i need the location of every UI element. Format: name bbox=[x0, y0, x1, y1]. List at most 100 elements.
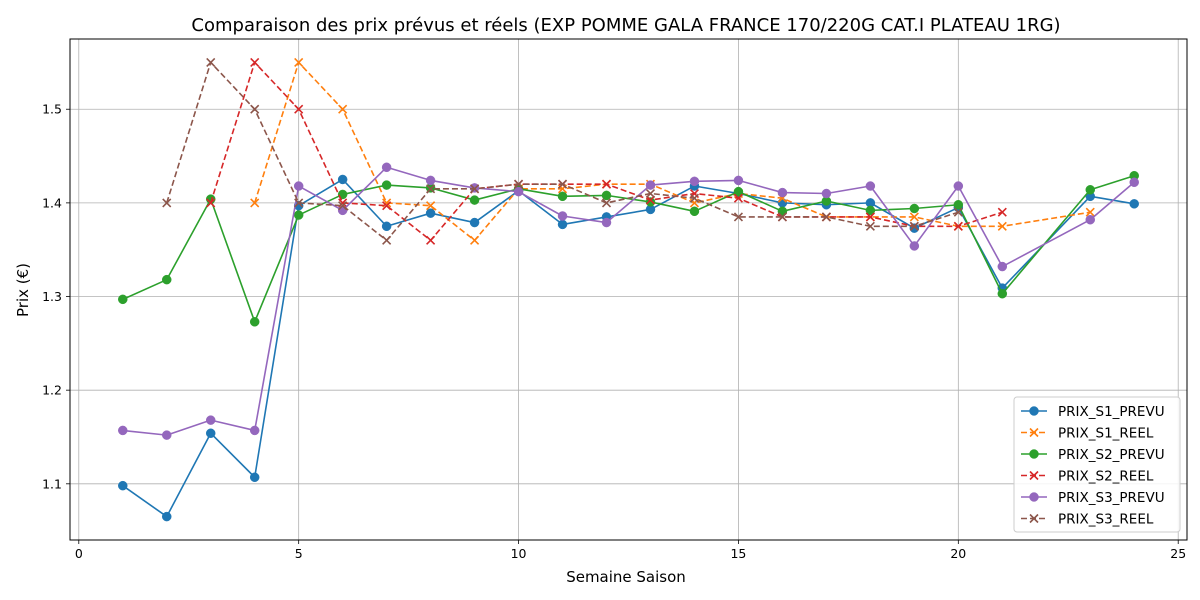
legend-label: PRIX_S3_PREVU bbox=[1058, 490, 1165, 506]
data-point bbox=[601, 217, 612, 228]
data-point bbox=[293, 181, 304, 191]
data-point bbox=[1085, 214, 1096, 225]
series-line bbox=[253, 61, 1091, 242]
data-point bbox=[557, 211, 568, 221]
data-point bbox=[733, 186, 744, 197]
data-point bbox=[338, 104, 348, 114]
data-point bbox=[865, 181, 876, 191]
data-point bbox=[689, 206, 700, 217]
legend-label: PRIX_S2_REEL bbox=[1058, 469, 1154, 485]
data-point bbox=[425, 175, 436, 186]
x-tick-label: 0 bbox=[75, 546, 83, 561]
data-point bbox=[1085, 185, 1096, 195]
data-point bbox=[645, 195, 656, 205]
x-tick-label: 15 bbox=[730, 546, 746, 561]
legend-marker bbox=[1029, 449, 1039, 459]
y-tick-label: 1.1 bbox=[42, 476, 62, 491]
data-point bbox=[118, 480, 128, 491]
data-point bbox=[381, 180, 392, 190]
data-point bbox=[733, 175, 744, 186]
data-point bbox=[250, 104, 260, 114]
legend-marker bbox=[1029, 470, 1039, 481]
data-point bbox=[426, 235, 436, 245]
data-point bbox=[953, 181, 964, 191]
data-point bbox=[777, 212, 787, 222]
data-point bbox=[469, 217, 480, 228]
data-point bbox=[909, 241, 920, 251]
data-point bbox=[294, 104, 304, 114]
data-point bbox=[338, 201, 348, 211]
legend-label: PRIX_S2_PREVU bbox=[1058, 447, 1165, 463]
data-point bbox=[997, 288, 1008, 299]
x-axis-label: Semaine Saison bbox=[566, 568, 686, 586]
data-point bbox=[205, 428, 216, 438]
data-point bbox=[294, 198, 304, 208]
data-point bbox=[601, 190, 612, 201]
data-point bbox=[821, 212, 831, 222]
data-point bbox=[777, 198, 788, 208]
data-point bbox=[909, 212, 919, 222]
data-point bbox=[162, 198, 172, 208]
data-point bbox=[909, 203, 920, 214]
data-point bbox=[733, 212, 744, 222]
data-point bbox=[118, 294, 128, 305]
data-point bbox=[205, 415, 216, 425]
data-point bbox=[470, 184, 480, 194]
legend-marker bbox=[1029, 492, 1039, 502]
series-PRIX_S3_PREVU bbox=[118, 162, 1139, 440]
y-tick-label: 1.3 bbox=[42, 289, 62, 304]
data-point bbox=[601, 179, 612, 189]
series-PRIX_S2_PREVU bbox=[118, 170, 1139, 327]
series-PRIX_S3_REEL bbox=[162, 57, 963, 245]
data-point bbox=[1085, 207, 1095, 217]
data-point bbox=[161, 511, 172, 522]
y-tick-label: 1.4 bbox=[42, 195, 62, 210]
x-tick-label: 20 bbox=[950, 546, 966, 561]
data-point bbox=[249, 425, 260, 436]
data-point bbox=[469, 195, 480, 205]
data-point bbox=[997, 221, 1007, 231]
data-point bbox=[865, 221, 875, 231]
data-point bbox=[689, 193, 700, 203]
data-point bbox=[557, 179, 568, 189]
x-tick-label: 5 bbox=[295, 546, 303, 561]
axis-ticks: 0 5 10 15 20 25 1.1 1.2 1.3 1.4 1.5 bbox=[42, 102, 1186, 561]
data-point bbox=[601, 198, 612, 208]
data-point bbox=[513, 186, 524, 197]
data-point bbox=[249, 317, 260, 327]
data-point bbox=[161, 430, 172, 440]
x-tick-label: 10 bbox=[511, 546, 527, 561]
legend-box bbox=[1013, 396, 1181, 533]
data-point bbox=[425, 208, 436, 218]
data-point bbox=[997, 207, 1007, 217]
series-layer bbox=[118, 57, 1139, 522]
data-point bbox=[294, 57, 304, 67]
data-point bbox=[953, 221, 963, 231]
data-point bbox=[953, 207, 963, 217]
data-point bbox=[249, 472, 260, 483]
chart-title: Comparaison des prix prévus et réels (EX… bbox=[191, 15, 1060, 36]
data-point bbox=[382, 235, 392, 245]
x-tick-label: 25 bbox=[1170, 546, 1186, 561]
data-point bbox=[293, 210, 304, 220]
data-point bbox=[426, 201, 436, 211]
legend-marker bbox=[1029, 513, 1039, 524]
data-point bbox=[381, 221, 392, 232]
data-point bbox=[689, 176, 700, 187]
data-point bbox=[250, 198, 260, 208]
data-point bbox=[513, 179, 524, 189]
data-point bbox=[470, 235, 480, 245]
data-point bbox=[557, 219, 568, 230]
data-point bbox=[733, 193, 744, 203]
data-point bbox=[118, 425, 128, 436]
legend-label: PRIX_S3_REEL bbox=[1058, 512, 1154, 528]
data-point bbox=[206, 198, 216, 208]
series-line bbox=[122, 166, 1135, 436]
legend-marker bbox=[1029, 427, 1039, 438]
data-point bbox=[645, 188, 656, 199]
data-point bbox=[557, 191, 568, 202]
plot-frame bbox=[69, 38, 1188, 541]
data-point bbox=[865, 212, 875, 222]
data-point bbox=[645, 180, 656, 190]
data-point bbox=[1129, 199, 1139, 209]
